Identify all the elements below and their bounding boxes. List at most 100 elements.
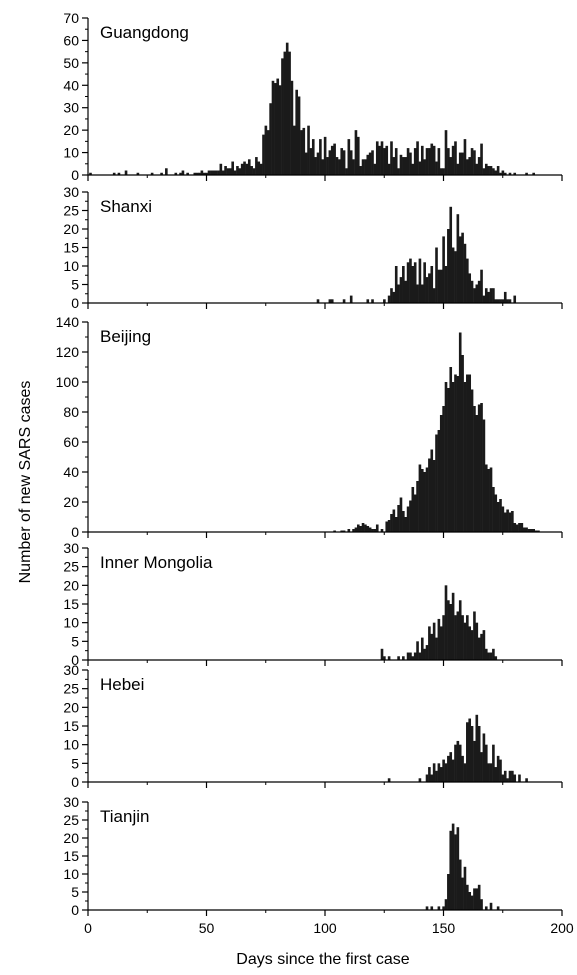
bar-beijing bbox=[416, 481, 419, 532]
y-tick-label: 70 bbox=[63, 10, 79, 26]
bar-guangdong bbox=[316, 152, 320, 175]
bar-hebei bbox=[449, 752, 453, 782]
bar-guangdong bbox=[383, 148, 386, 175]
panel-guangdong: 0 10 20 30 40 50 60 70 Guangdong bbox=[63, 10, 563, 183]
bar-beijing bbox=[484, 464, 488, 532]
bar-beijing bbox=[456, 376, 460, 532]
bar-inner-mongolia bbox=[397, 656, 400, 660]
bar-beijing bbox=[515, 524, 519, 532]
y-tick-label: 20 bbox=[63, 122, 79, 138]
bar-beijing bbox=[420, 469, 424, 532]
bar-guangdong bbox=[198, 172, 201, 175]
bar-beijing bbox=[458, 332, 462, 532]
panel-tianjin: 0 5 10 15 20 25 30 Tianjin bbox=[63, 794, 563, 918]
bar-inner-mongolia bbox=[482, 630, 486, 660]
bar-guangdong bbox=[335, 157, 339, 175]
bar-guangdong bbox=[461, 152, 464, 175]
bar-guangdong bbox=[285, 42, 289, 175]
bar-beijing bbox=[333, 530, 336, 532]
bar-beijing bbox=[368, 527, 372, 532]
bar-beijing bbox=[385, 521, 389, 532]
bar-inner-mongolia bbox=[409, 652, 412, 660]
bar-tianjin bbox=[456, 827, 460, 910]
panel-shanxi: 0 5 10 15 20 25 30 Shanxi bbox=[63, 184, 563, 311]
bar-hebei bbox=[432, 763, 436, 782]
bar-shanxi bbox=[473, 288, 476, 303]
bar-guangdong bbox=[333, 143, 336, 175]
bar-inner-mongolia bbox=[475, 622, 479, 660]
bar-guangdong bbox=[499, 172, 502, 175]
bar-beijing bbox=[354, 527, 358, 532]
bar-guangdong bbox=[503, 172, 507, 175]
bar-guangdong bbox=[207, 170, 211, 175]
bar-guangdong bbox=[373, 163, 377, 175]
bar-inner-mongolia bbox=[449, 604, 453, 660]
bar-guangdong bbox=[406, 148, 410, 175]
bar-beijing bbox=[534, 530, 538, 532]
bar-beijing bbox=[530, 529, 533, 532]
bar-beijing bbox=[380, 529, 384, 532]
bar-inner-mongolia bbox=[406, 652, 410, 660]
bar-hebei bbox=[454, 744, 457, 782]
bar-hebei bbox=[428, 767, 431, 782]
bar-shanxi bbox=[470, 280, 474, 303]
bar-shanxi bbox=[506, 299, 509, 303]
bar-hebei bbox=[468, 718, 472, 782]
bar-shanxi bbox=[447, 229, 450, 303]
bar-guangdong bbox=[304, 152, 308, 175]
bar-hebei bbox=[466, 722, 469, 782]
x-tick-label: 200 bbox=[550, 920, 574, 936]
bar-guangdong bbox=[224, 166, 227, 175]
bar-shanxi bbox=[399, 277, 403, 303]
y-tick-label: 15 bbox=[63, 848, 79, 864]
bar-inner-mongolia bbox=[380, 648, 384, 660]
bar-guangdong bbox=[236, 166, 239, 175]
bar-guangdong bbox=[451, 145, 455, 175]
bar-guangdong bbox=[473, 150, 476, 175]
bar-guangdong bbox=[508, 172, 512, 175]
bar-beijing bbox=[359, 526, 362, 532]
bar-inner-mongolia bbox=[437, 618, 441, 660]
bar-beijing bbox=[409, 500, 412, 532]
bar-shanxi bbox=[492, 288, 495, 303]
bar-guangdong bbox=[394, 148, 398, 175]
bar-guangdong bbox=[124, 170, 128, 175]
bar-beijing bbox=[482, 419, 486, 532]
bar-guangdong bbox=[456, 163, 460, 175]
bar-hebei bbox=[470, 726, 474, 782]
y-tick-label: 30 bbox=[63, 184, 79, 200]
bar-guangdong bbox=[409, 152, 412, 175]
bar-guangdong bbox=[428, 148, 431, 175]
bar-guangdong bbox=[309, 148, 313, 175]
bar-guangdong bbox=[411, 163, 415, 175]
y-tick-label: 20 bbox=[63, 699, 79, 715]
bar-shanxi bbox=[394, 266, 398, 303]
bar-shanxi bbox=[503, 291, 507, 303]
y-tick-label: 5 bbox=[71, 633, 79, 649]
bar-shanxi bbox=[463, 243, 467, 303]
bar-hebei bbox=[480, 752, 483, 782]
bar-shanxi bbox=[420, 284, 424, 303]
bar-hebei bbox=[451, 759, 455, 782]
bar-beijing bbox=[503, 512, 507, 532]
bar-guangdong bbox=[387, 163, 391, 175]
bar-guangdong bbox=[532, 172, 535, 175]
bar-guangdong bbox=[342, 150, 346, 175]
bar-tianjin bbox=[468, 892, 472, 910]
bar-beijing bbox=[402, 511, 405, 532]
bar-shanxi bbox=[444, 266, 448, 303]
bar-guangdong bbox=[233, 170, 237, 175]
y-tick-label: 10 bbox=[63, 615, 79, 631]
bar-guangdong bbox=[136, 172, 140, 175]
bar-shanxi bbox=[383, 299, 386, 303]
bar-guangdong bbox=[466, 159, 469, 175]
bar-guangdong bbox=[193, 172, 197, 175]
bar-guangdong bbox=[477, 157, 481, 175]
y-tick-label: 15 bbox=[63, 718, 79, 734]
bar-shanxi bbox=[349, 295, 353, 303]
bar-beijing bbox=[447, 388, 450, 532]
bar-shanxi bbox=[342, 299, 346, 303]
bar-guangdong bbox=[269, 103, 272, 175]
bar-guangdong bbox=[281, 58, 284, 176]
